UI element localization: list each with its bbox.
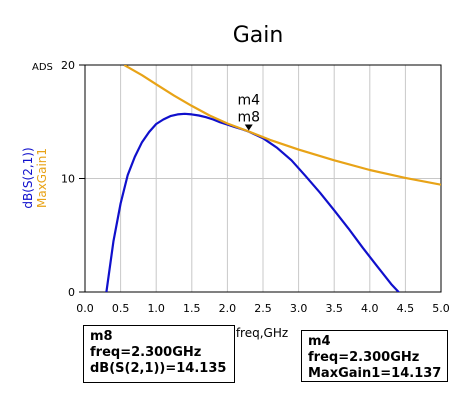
x-tick-label: 3.0 bbox=[290, 302, 308, 315]
marker-label-m8: m8 bbox=[237, 110, 260, 126]
marker-m8-readout: m8 freq=2.300GHz dB(S(2,1))=14.135 bbox=[83, 325, 235, 383]
x-tick-label: 1.0 bbox=[147, 302, 165, 315]
y-axis-label-s21: dB(S(2,1)) bbox=[21, 147, 35, 208]
y-axis-label-maxgain: MaxGain1 bbox=[35, 148, 49, 208]
tick-labels: 0.0 0.5 1.0 1.5 2.0 2.5 3.0 3.5 4.0 4.5 5.0 0 10 20 bbox=[61, 59, 450, 315]
corner-label: ADS bbox=[32, 62, 53, 73]
chart-title: Gain bbox=[233, 23, 284, 48]
y-tick-label: 10 bbox=[61, 173, 75, 186]
x-tick-label: 5.0 bbox=[432, 302, 450, 315]
x-tick-label: 4.0 bbox=[361, 302, 379, 315]
x-tick-label: 0.5 bbox=[112, 302, 130, 315]
x-tick-label: 4.5 bbox=[397, 302, 415, 315]
marker-triangle bbox=[244, 124, 253, 131]
x-tick-label: 1.5 bbox=[183, 302, 201, 315]
x-axis-label: freq,GHz bbox=[236, 326, 288, 340]
y-tick-label: 0 bbox=[68, 286, 75, 299]
series-line-maxgain1 bbox=[123, 65, 441, 186]
marker-m4-readout: m4 freq=2.300GHz MaxGain1=14.137 bbox=[301, 330, 448, 382]
y-tick-label: 20 bbox=[61, 59, 75, 72]
series-line-db-s-2-1- bbox=[105, 112, 401, 292]
x-tick-label: 2.5 bbox=[254, 302, 272, 315]
x-tick-label: 0.0 bbox=[76, 302, 94, 315]
m4-value: MaxGain1=14.137 bbox=[308, 366, 442, 381]
series-lines bbox=[105, 65, 441, 292]
m8-name: m8 bbox=[90, 329, 113, 344]
plot-frame bbox=[84, 64, 442, 293]
grid bbox=[85, 65, 441, 292]
m4-name: m4 bbox=[308, 334, 331, 349]
m8-freq: freq=2.300GHz bbox=[90, 345, 202, 360]
m8-value: dB(S(2,1))=14.135 bbox=[90, 361, 227, 376]
x-tick-label: 3.5 bbox=[325, 302, 343, 315]
m4-freq: freq=2.300GHz bbox=[308, 350, 420, 365]
marker-label-m4: m4 bbox=[237, 93, 260, 109]
axes bbox=[79, 64, 442, 293]
x-tick-label: 2.0 bbox=[219, 302, 237, 315]
